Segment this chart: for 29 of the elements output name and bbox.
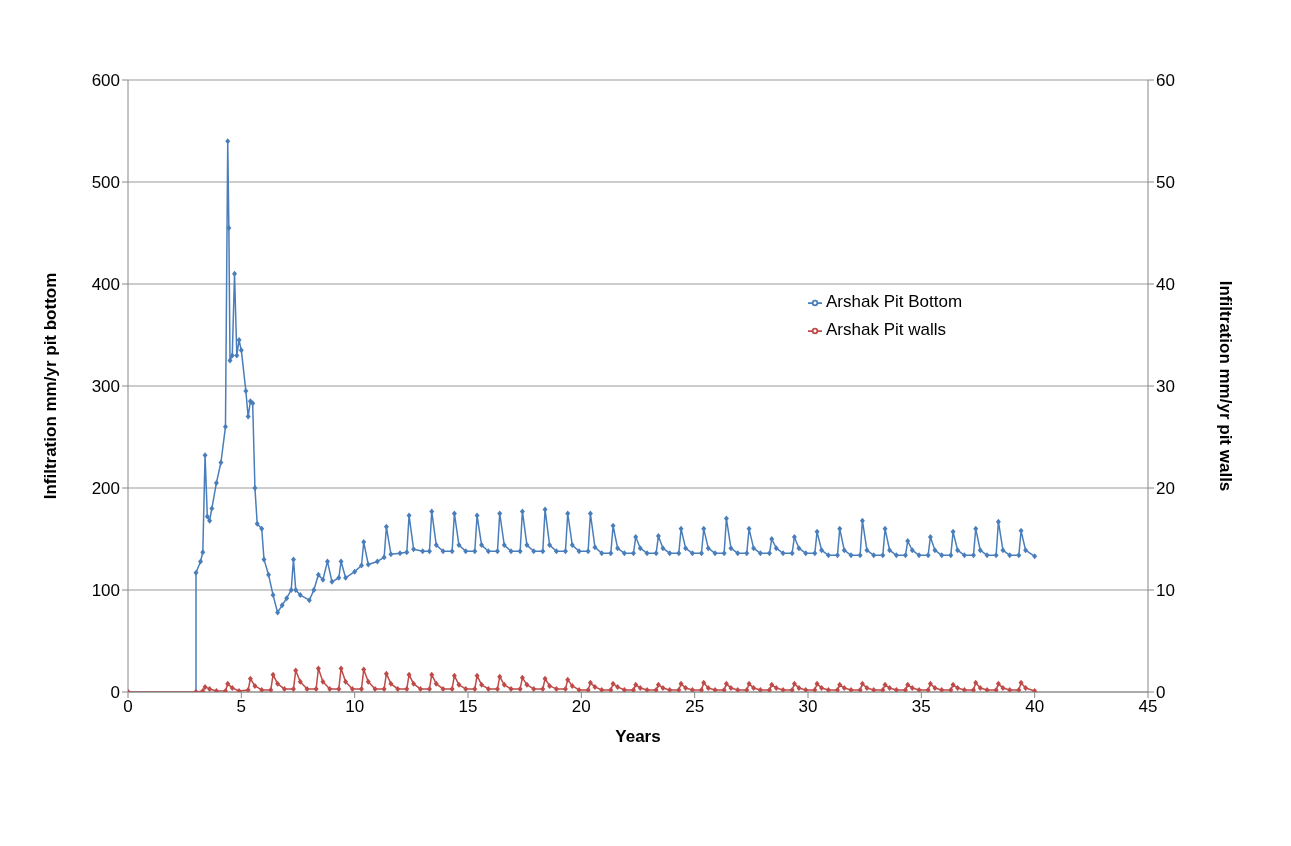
y2-tick-label: 30 — [1156, 377, 1175, 397]
x-tick-label: 20 — [571, 697, 591, 717]
y-tick-label: 300 — [91, 377, 120, 397]
y2-axis-title: Infiltration mm/yr pit walls — [1215, 280, 1235, 492]
legend-label: Arshak Pit Bottom — [826, 292, 963, 311]
x-tick-label: 0 — [123, 697, 133, 717]
x-tick-label: 10 — [345, 697, 365, 717]
x-tick-label: 5 — [236, 697, 247, 717]
x-tick-label: 30 — [798, 697, 818, 717]
y-tick-label: 400 — [91, 275, 120, 295]
y2-tick-label: 50 — [1156, 173, 1175, 193]
y2-tick-label: 0 — [1156, 683, 1166, 703]
legend-label: Arshak Pit walls — [826, 320, 946, 339]
y-tick-label: 0 — [110, 683, 120, 703]
y-tick-label: 500 — [91, 173, 120, 193]
y-tick-label: 200 — [91, 479, 120, 499]
x-tick-label: 35 — [911, 697, 931, 717]
y2-tick-label: 40 — [1156, 275, 1175, 295]
x-tick-label: 45 — [1138, 697, 1158, 717]
x-tick-label: 25 — [685, 697, 705, 717]
x-tick-label: 40 — [1025, 697, 1045, 717]
y2-tick-label: 10 — [1156, 581, 1175, 601]
y-axis-title: Infiltration mm/yr pit bottom — [41, 272, 61, 500]
y-tick-label: 100 — [91, 581, 120, 601]
x-tick-label: 15 — [458, 697, 478, 717]
y2-tick-label: 20 — [1156, 479, 1175, 499]
y2-tick-label: 60 — [1156, 71, 1175, 91]
x-axis-title: Years — [615, 727, 661, 746]
y-tick-label: 600 — [91, 71, 120, 91]
